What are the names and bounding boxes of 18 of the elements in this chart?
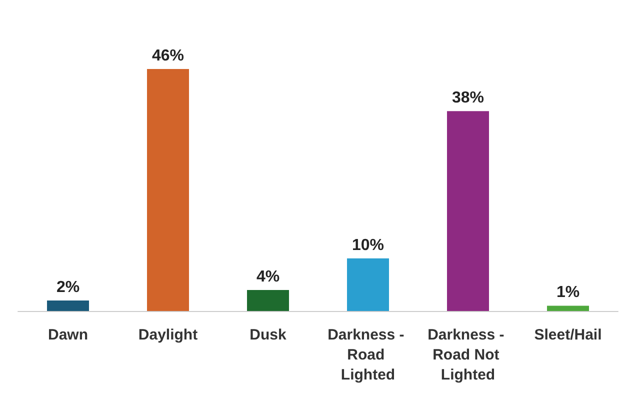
x-tick-label: Dawn [48,326,88,344]
x-tick-label: Darkness - Road Lighted [328,326,408,384]
data-label: 1% [556,284,580,302]
bar [447,111,489,311]
data-label: 10% [352,236,384,254]
data-label: 46% [152,48,184,65]
x-tick-label: Dusk [250,326,287,344]
x-tick-label: Darkness - Road Not Lighted [428,326,508,384]
bar [347,258,389,311]
x-tick-label: Daylight [138,326,198,344]
bar [247,290,289,311]
bar [47,300,89,311]
data-label: 4% [256,268,280,286]
bar [547,306,589,311]
data-label: 2% [56,278,80,296]
x-tick-label: Sleet/Hail [534,326,602,344]
data-label: 38% [452,90,484,107]
bar [147,69,189,311]
